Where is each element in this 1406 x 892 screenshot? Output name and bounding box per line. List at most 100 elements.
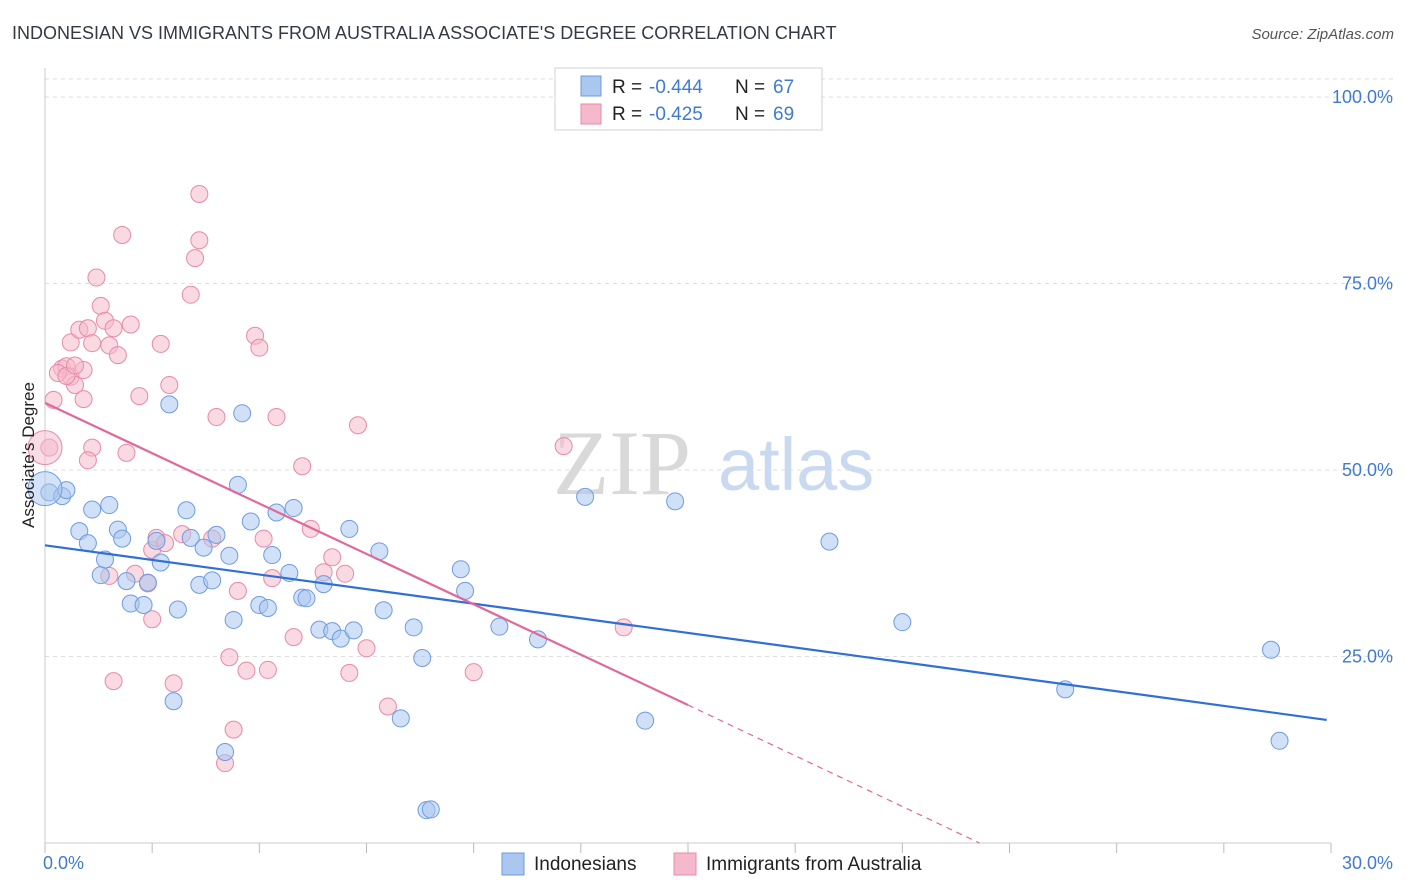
- point-australia-11: [87, 268, 106, 287]
- point-australia-9: [78, 319, 97, 338]
- x-ticks: [44, 843, 1332, 853]
- point-australia-56: [357, 639, 376, 658]
- point-australia-32: [186, 249, 205, 268]
- series-legend: Indonesians Immigrants from Australia: [501, 852, 922, 876]
- point-australia-22: [130, 387, 149, 406]
- point-indonesians-45: [344, 621, 363, 640]
- legend-swatch-indonesians: [580, 75, 602, 97]
- legend-swatch-australia: [580, 103, 602, 125]
- point-australia-34: [190, 184, 209, 203]
- point-australia-36: [207, 408, 226, 427]
- point-australia-59: [554, 437, 573, 456]
- point-indonesians-58: [636, 711, 655, 730]
- point-indonesians-61: [893, 613, 912, 632]
- point-indonesians-64: [1270, 731, 1289, 750]
- point-australia-67: [83, 334, 102, 353]
- point-australia-29: [164, 674, 183, 693]
- point-indonesians-10: [113, 529, 132, 548]
- point-indonesians-27: [220, 546, 239, 565]
- point-indonesians-edge: [27, 471, 63, 507]
- trend-line-australia: [44, 401, 689, 706]
- bottom-legend-swatch-indonesians: [501, 852, 525, 876]
- point-australia-61: [104, 672, 123, 691]
- point-australia-65: [78, 451, 97, 470]
- x-tick-label-min: 0.0%: [43, 853, 84, 873]
- point-indonesians-24: [203, 571, 222, 590]
- point-australia-28: [160, 375, 179, 394]
- watermark: ZIP atlas: [553, 412, 874, 514]
- point-australia-66: [143, 610, 162, 629]
- point-australia-49: [293, 457, 312, 476]
- point-indonesians-23: [194, 538, 213, 557]
- stats-legend: R = -0.444 N = 67 R = -0.425 N = 69: [554, 67, 823, 131]
- point-australia-68: [66, 356, 85, 375]
- legend-n-value-1: 67: [773, 77, 794, 98]
- point-australia-26: [151, 334, 170, 353]
- point-indonesians-20: [177, 501, 196, 520]
- gridlines: [45, 78, 1393, 657]
- point-indonesians-19: [168, 600, 187, 619]
- point-indonesians-55: [490, 617, 509, 636]
- trend-lines: [44, 401, 1327, 844]
- trend-line-indonesians: [44, 544, 1327, 721]
- point-australia-43: [250, 338, 269, 357]
- point-indonesians-60: [820, 532, 839, 551]
- point-indonesians-47: [374, 601, 393, 620]
- point-indonesians-5: [83, 500, 102, 519]
- point-indonesians-21: [181, 528, 200, 547]
- legend-r-label-2: R =: [612, 104, 642, 125]
- point-australia-31: [181, 285, 200, 304]
- point-australia-41: [237, 661, 256, 680]
- point-australia-16: [104, 319, 123, 338]
- y-tick-labels: 25.0% 50.0% 75.0% 100.0%: [1332, 87, 1393, 667]
- point-australia-19: [117, 443, 136, 462]
- point-indonesians-63: [1261, 640, 1280, 659]
- y-tick-label-100: 100.0%: [1332, 87, 1393, 107]
- bottom-legend-swatch-australia: [673, 852, 697, 876]
- point-indonesians-50: [413, 648, 432, 667]
- point-indonesians-31: [241, 512, 260, 531]
- point-australia-57: [378, 697, 397, 716]
- bottom-legend-label-indonesians: Indonesians: [534, 854, 636, 875]
- point-australia-12: [91, 296, 110, 315]
- point-indonesians-25: [207, 525, 226, 544]
- y-axis-label: Associate's Degree: [19, 382, 38, 528]
- point-australia-17: [108, 346, 127, 365]
- point-australia-40: [228, 581, 247, 600]
- point-australia-48: [284, 628, 303, 647]
- chart-title: INDONESIAN VS IMMIGRANTS FROM AUSTRALIA …: [12, 23, 837, 43]
- bottom-legend-label-australia: Immigrants from Australia: [706, 854, 922, 875]
- point-indonesians-14: [138, 573, 157, 592]
- point-indonesians-8: [100, 496, 119, 515]
- point-australia-60: [614, 618, 633, 637]
- point-indonesians-44: [340, 519, 359, 538]
- point-indonesians-59: [666, 492, 685, 511]
- point-australia-33: [190, 231, 209, 250]
- point-australia-4: [61, 333, 80, 352]
- point-indonesians-4: [78, 534, 97, 553]
- legend-n-value-2: 69: [773, 104, 794, 125]
- point-indonesians-28: [224, 610, 243, 629]
- legend-r-value-2: -0.425: [649, 104, 703, 125]
- y-tick-label-75: 75.0%: [1342, 274, 1393, 294]
- point-australia-54: [340, 663, 359, 682]
- point-indonesians-26: [216, 742, 235, 761]
- point-indonesians-17: [160, 395, 179, 414]
- x-tick-label-max: 30.0%: [1342, 853, 1393, 873]
- point-indonesians-43: [331, 629, 350, 648]
- legend-n-label-2: N =: [735, 104, 765, 125]
- point-australia-edge: [27, 430, 63, 466]
- legend-r-value-1: -0.444: [649, 77, 703, 98]
- point-australia-39: [224, 720, 243, 739]
- point-australia-47: [267, 408, 286, 427]
- point-australia-55: [348, 416, 367, 435]
- point-australia-62: [74, 390, 93, 409]
- point-australia-52: [323, 548, 342, 567]
- point-australia-18: [113, 226, 132, 245]
- point-indonesians-53: [451, 560, 470, 579]
- chart-source: Source: ZipAtlas.com: [1251, 26, 1394, 43]
- point-indonesians-39: [297, 589, 316, 608]
- y-tick-label-50: 50.0%: [1342, 460, 1393, 480]
- point-indonesians-49: [404, 618, 423, 637]
